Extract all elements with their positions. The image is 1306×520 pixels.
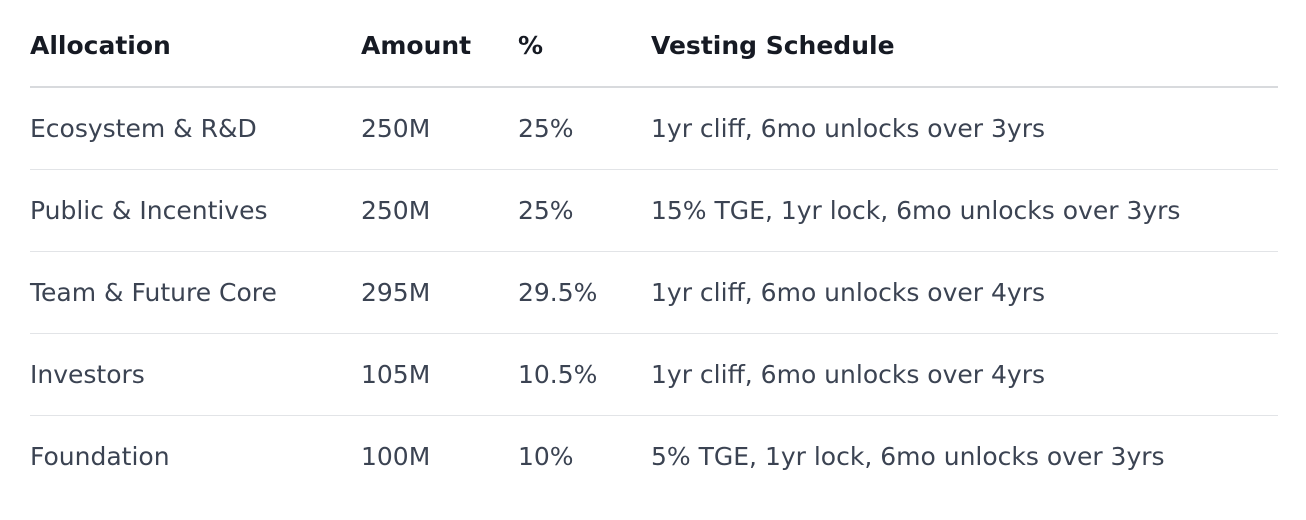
table-cell: 1yr cliff, 6mo unlocks over 4yrs [651, 333, 1278, 416]
table-cell: Foundation [30, 442, 170, 471]
table-cell: 25% [518, 87, 651, 170]
header-cell: Allocation [30, 5, 361, 88]
header-cell: Amount [361, 5, 518, 88]
header-cell: % [518, 5, 651, 88]
table-cell: Team & Future Core [30, 251, 361, 334]
table-cell: Public & Incentives [30, 169, 361, 252]
table-cell: 100M [361, 442, 431, 471]
table-cell: 1yr cliff, 6mo unlocks over 4yrs [651, 251, 1278, 334]
table-row: Foundation 100M 10% 5% TGE, 1yr lock, 6mo u… [30, 416, 1278, 498]
table-cell: 10.5% [518, 333, 651, 416]
table-cell: 250M [361, 169, 518, 252]
table-cell: 25% [518, 169, 651, 252]
table-cell: 1yr cliff, 6mo unlocks over 3yrs [651, 87, 1278, 170]
table-cell: 29.5% [518, 251, 651, 334]
table-row: Public & Incentives 250M 25% 15% TGE, 1yr l… [30, 169, 1278, 252]
allocation-table: Allocation Amount% Vesting Schedule Ecosys… [30, 5, 1278, 497]
table-cell: Investors [30, 333, 361, 416]
header-cell: Vesting Schedule [651, 5, 1278, 88]
table-cell: 105M [361, 333, 518, 416]
table-cell: 250M [361, 87, 518, 170]
table-cell: 5% TGE, 1yr lock, 6mo unlocks over 3yrs [651, 442, 1165, 471]
table-body: Ecosystem & R&D 250M 25% 1yr cliff, 6mo unl… [30, 87, 1278, 497]
table-cell: Ecosystem & R&D [30, 87, 361, 170]
table-cell: 15% TGE, 1yr lock, 6mo unlocks over 3yrs [651, 169, 1278, 252]
header-row: Allocation Amount% Vesting Schedule [30, 5, 1278, 88]
table-cell: 10% [518, 442, 574, 471]
table-cell: 295M [361, 251, 518, 334]
table-row: Ecosystem & R&D 250M 25% 1yr cliff, 6mo unl… [30, 87, 1278, 170]
table-row: Investors 105M 10.5% 1yr cliff, 6mo unlocks… [30, 333, 1278, 416]
table-row: Team & Future Core 295M 29.5% 1yr cliff, 6m… [30, 251, 1278, 334]
